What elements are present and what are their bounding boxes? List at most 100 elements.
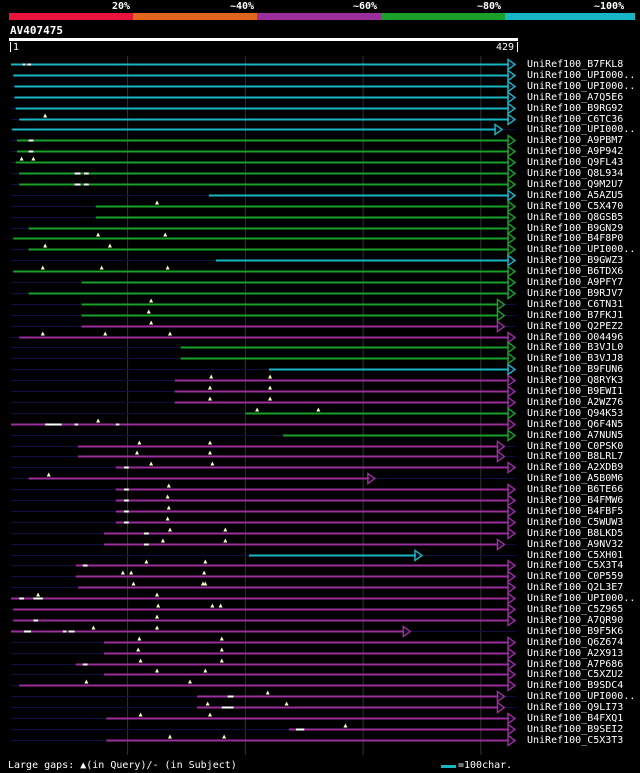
hit-label[interactable]: UniRef100_UPI000.. (527, 69, 636, 81)
legend-bar-60 (257, 13, 381, 20)
hit-label[interactable]: UniRef100_A5AZU5 (527, 189, 624, 201)
hit-label[interactable]: UniRef100_C0P559 (527, 570, 624, 582)
query-gap-marker (138, 658, 143, 663)
hit-label[interactable]: UniRef100_A7P686 (527, 658, 624, 670)
hit-label[interactable]: UniRef100_UPI000.. (527, 123, 636, 135)
hit-label[interactable]: UniRef100_Q2L3E7 (527, 581, 624, 593)
hit-label[interactable]: UniRef100_Q9LI73 (527, 701, 624, 713)
hit-label[interactable]: UniRef100_Q9M2U7 (527, 178, 624, 190)
hit-arrow (507, 189, 517, 202)
hit-arrow (494, 123, 504, 136)
query-gap-marker (210, 461, 215, 466)
hit-label[interactable]: UniRef100_Q8L934 (527, 167, 624, 179)
hit-label[interactable]: UniRef100_A2WZ76 (527, 396, 624, 408)
hit-label[interactable]: UniRef100_B9RJV7 (527, 287, 624, 299)
query-gap-marker (146, 309, 151, 314)
hit-arrow (507, 102, 517, 115)
hit-label[interactable]: UniRef100_B3VJL0 (527, 341, 624, 353)
hit-label[interactable]: UniRef100_B8LRL7 (527, 450, 624, 462)
hit-label[interactable]: UniRef100_B9F5K6 (527, 625, 624, 637)
query-gap-marker (208, 385, 213, 390)
query-gap-marker (131, 581, 136, 586)
hit-label[interactable]: UniRef100_UPI000.. (527, 80, 636, 92)
hit-label[interactable]: UniRef100_A2X913 (527, 647, 624, 659)
scale-label: =100char. (458, 760, 513, 771)
hit-label[interactable]: UniRef100_C5X3T4 (527, 559, 624, 571)
query-gap-marker (138, 712, 143, 717)
hit-label[interactable]: UniRef100_B4FMW6 (527, 494, 624, 506)
query-gap-marker (40, 265, 45, 270)
hit-label[interactable]: UniRef100_UPI000.. (527, 243, 636, 255)
query-gap-marker (222, 734, 227, 739)
query-gap-marker (165, 494, 170, 499)
hit-arrow (507, 668, 517, 681)
query-gap-marker (156, 603, 161, 608)
hit-arrow (496, 450, 506, 463)
hit-label[interactable]: UniRef100_B9SEI2 (527, 723, 624, 735)
hit-arrow (507, 429, 517, 442)
hit-label[interactable]: UniRef100_B9EWI1 (527, 385, 624, 397)
hit-label[interactable]: UniRef100_Q6F4N5 (527, 418, 624, 430)
hit-label[interactable]: UniRef100_B9FUN6 (527, 363, 624, 375)
hit-label[interactable]: UniRef100_C5Z965 (527, 603, 624, 615)
hit-label[interactable]: UniRef100_B4F8P0 (527, 232, 624, 244)
hit-label[interactable]: UniRef100_Q9FL43 (527, 156, 624, 168)
hit-label[interactable]: UniRef100_Q8GSB5 (527, 211, 624, 223)
hit-label[interactable]: UniRef100_B9GWZ3 (527, 254, 624, 266)
query-gap-marker (223, 538, 228, 543)
hit-label[interactable]: UniRef100_Q2PEZ2 (527, 320, 624, 332)
hit-label[interactable]: UniRef100_B6TE66 (527, 483, 624, 495)
hit-label[interactable]: UniRef100_A5B0M6 (527, 472, 624, 484)
hit-label[interactable]: UniRef100_Q94K53 (527, 407, 624, 419)
hit-arrow (507, 134, 517, 147)
query-gap-marker (268, 385, 273, 390)
hit-label[interactable]: UniRef100_B7FKL8 (527, 58, 624, 70)
hit-label[interactable]: UniRef100_A9NV32 (527, 538, 624, 550)
hit-arrow (507, 363, 517, 376)
hit-label[interactable]: UniRef100_C0PSK0 (527, 440, 624, 452)
hit-arrow (496, 309, 506, 322)
hit-arrow (507, 385, 517, 398)
hit-label[interactable]: UniRef100_B9RG92 (527, 102, 624, 114)
hit-label[interactable]: UniRef100_A9P942 (527, 145, 624, 157)
hit-label[interactable]: UniRef100_Q8RYK3 (527, 374, 624, 386)
hit-label[interactable]: UniRef100_A2XDB9 (527, 461, 624, 473)
hit-label[interactable]: UniRef100_B3VJJ8 (527, 352, 624, 364)
hit-label[interactable]: UniRef100_B6TDX6 (527, 265, 624, 277)
hit-label[interactable]: UniRef100_A7NUN5 (527, 429, 624, 441)
hit-label[interactable]: UniRef100_B7FKJ1 (527, 309, 624, 321)
hit-label[interactable]: UniRef100_A7Q5E6 (527, 91, 624, 103)
hit-label[interactable]: UniRef100_A9PBM7 (527, 134, 624, 146)
hit-label[interactable]: UniRef100_UPI000.. (527, 690, 636, 702)
hit-label[interactable]: UniRef100_C5X3T3 (527, 734, 624, 746)
query-gap-marker (107, 243, 112, 248)
query-gap-marker (265, 690, 270, 695)
hit-label[interactable]: UniRef100_C6TN31 (527, 298, 624, 310)
query-gap-marker (155, 592, 160, 597)
hit-arrow (507, 494, 517, 507)
query-gap-marker (202, 570, 207, 575)
query-gap-marker (155, 668, 160, 673)
hit-label[interactable]: UniRef100_Q6Z674 (527, 636, 624, 648)
hit-label[interactable]: UniRef100_C6TC36 (527, 113, 624, 125)
hit-label[interactable]: UniRef100_C5XH01 (527, 549, 624, 561)
hit-label[interactable]: UniRef100_UPI000.. (527, 592, 636, 604)
query-gap-marker (205, 701, 210, 706)
hit-arrow (507, 265, 517, 278)
hit-label[interactable]: UniRef100_A7QR90 (527, 614, 624, 626)
hit-label[interactable]: UniRef100_B8LKD5 (527, 527, 624, 539)
hit-label[interactable]: UniRef100_B4FXQ1 (527, 712, 624, 724)
hit-label[interactable]: UniRef100_C5WUW3 (527, 516, 624, 528)
hit-label[interactable]: UniRef100_B4FBF5 (527, 505, 624, 517)
legend-bar-40 (133, 13, 257, 20)
hit-arrow (507, 658, 517, 671)
hit-label[interactable]: UniRef100_B9GN29 (527, 222, 624, 234)
gap-legend: Large gaps: ▲(in Query)/- (in Subject) (8, 760, 237, 771)
hit-arrow (402, 625, 412, 638)
hit-label[interactable]: UniRef100_C5XZU2 (527, 668, 624, 680)
query-gap-marker (144, 559, 149, 564)
hit-label[interactable]: UniRef100_A9PFY7 (527, 276, 624, 288)
hit-label[interactable]: UniRef100_O04496 (527, 331, 624, 343)
hit-label[interactable]: UniRef100_C5X470 (527, 200, 624, 212)
hit-label[interactable]: UniRef100_B9SDC4 (527, 679, 624, 691)
